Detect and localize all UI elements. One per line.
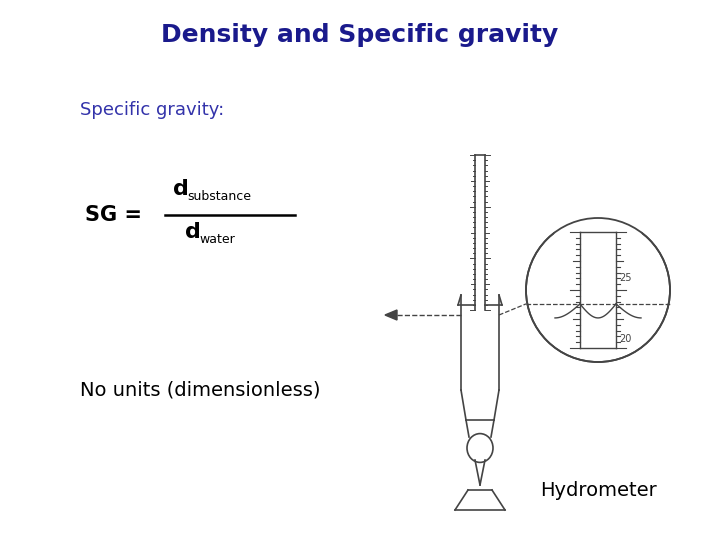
Text: No units (dimensionless): No units (dimensionless) <box>80 381 320 400</box>
Text: water: water <box>199 233 235 246</box>
Polygon shape <box>455 490 505 510</box>
Ellipse shape <box>467 434 493 462</box>
Text: Density and Specific gravity: Density and Specific gravity <box>161 23 559 47</box>
Text: d: d <box>173 179 189 199</box>
Text: 20: 20 <box>619 334 631 344</box>
Text: Hydrometer: Hydrometer <box>539 481 657 500</box>
Text: d: d <box>185 222 201 242</box>
Text: Specific gravity:: Specific gravity: <box>80 101 224 119</box>
Polygon shape <box>555 202 641 318</box>
Text: 25: 25 <box>619 273 631 284</box>
Text: SG =: SG = <box>85 205 142 225</box>
Polygon shape <box>385 310 397 320</box>
Circle shape <box>526 218 670 362</box>
Text: substance: substance <box>187 190 251 203</box>
